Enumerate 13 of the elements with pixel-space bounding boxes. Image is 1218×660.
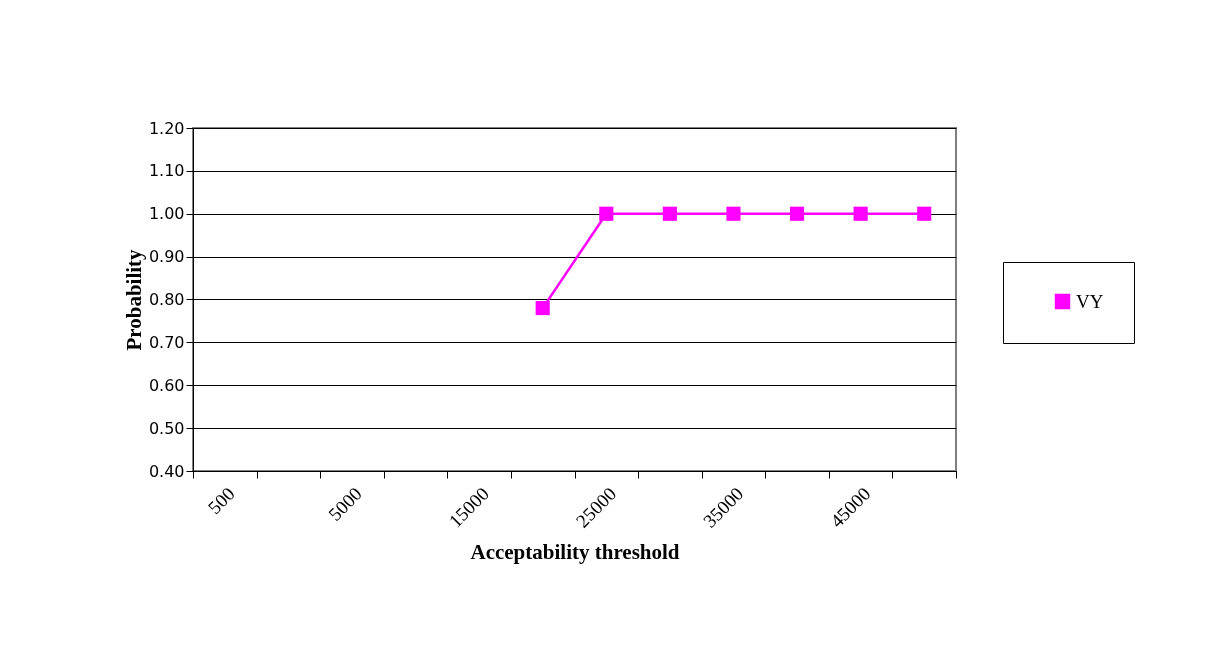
y-tick-label: 0.60: [148, 375, 185, 395]
y-tick-label: 0.80: [148, 290, 185, 309]
y-tick-label: 0.40: [148, 461, 185, 481]
x-tick-label: 500: [203, 483, 239, 519]
y-tick-label: 0.70: [148, 332, 185, 352]
y-tick-label: 1.00: [148, 204, 185, 224]
y-tick-label: 1.10: [148, 161, 185, 181]
legend-label: VY: [1076, 290, 1104, 312]
y-tick-label: 0.50: [148, 418, 185, 438]
x-axis-title: Acceptability threshold: [470, 539, 680, 564]
y-tick-label: 0.90: [148, 247, 185, 267]
y-axis-title: Probability: [121, 248, 146, 351]
y-tick-label: 1.20: [148, 118, 185, 138]
